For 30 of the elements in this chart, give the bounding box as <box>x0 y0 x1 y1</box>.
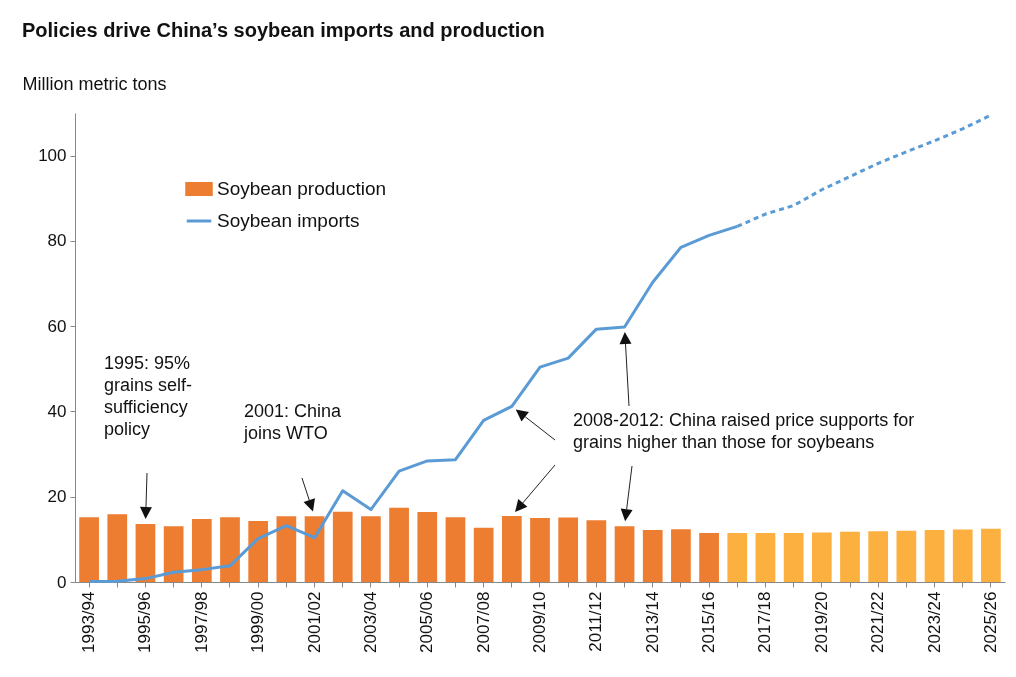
legend-label: Soybean production <box>217 178 387 199</box>
x-tick-label: 2025/26 <box>980 591 1000 653</box>
x-tick-label: 2023/24 <box>924 591 944 653</box>
y-axis-title: Million metric tons <box>22 73 167 94</box>
x-tick-label: 2019/20 <box>811 591 831 653</box>
y-tick-label: 80 <box>47 231 67 251</box>
x-tick-label: 1997/98 <box>191 591 211 653</box>
x-tick-label: 2009/10 <box>530 591 549 653</box>
legend-label: Soybean imports <box>217 210 360 231</box>
x-tick-label: 2013/14 <box>642 591 662 653</box>
x-tick-label: 2017/18 <box>755 591 775 653</box>
x-tick-label: 1993/94 <box>79 591 99 653</box>
x-tick-label: 2011/12 <box>586 591 606 652</box>
x-tick-label: 2015/16 <box>699 591 719 653</box>
annotation: 2008-2012: China raised price supports for grains higher than those for soybeans <box>573 409 916 453</box>
x-tick-label: 2001/02 <box>304 591 324 653</box>
x-tick-label: 2021/22 <box>868 591 888 653</box>
annotation: 2001: China joins WTO <box>244 400 343 444</box>
x-tick-label: 2007/08 <box>473 591 493 653</box>
y-tick-label: 100 <box>38 146 67 166</box>
y-tick-label: 20 <box>47 487 67 507</box>
annotation: 1995: 95% grains self-sufficiency policy <box>104 352 194 440</box>
x-tick-label: 2003/04 <box>360 591 380 653</box>
y-tick-label: 60 <box>47 316 67 336</box>
chart-title: Policies drive China’s soybean imports and production <box>22 19 545 41</box>
x-tick-label: 1999/00 <box>248 591 268 653</box>
y-tick-label: 0 <box>57 572 67 592</box>
x-tick-label: 1995/96 <box>135 591 155 653</box>
y-tick-label: 40 <box>47 401 67 421</box>
x-tick-label: 2005/06 <box>417 591 437 653</box>
